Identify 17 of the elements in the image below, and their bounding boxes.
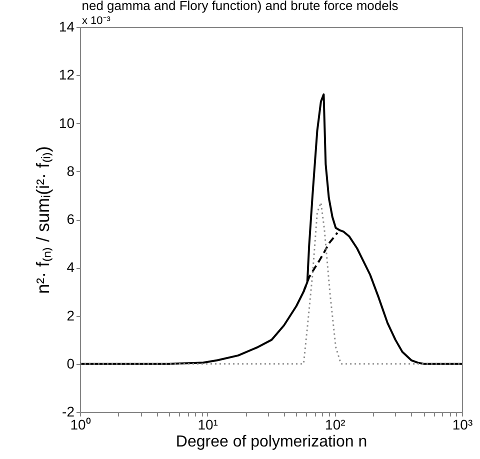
- x-axis-title: Degree of polymerization n: [176, 434, 368, 450]
- y-tick-label: 6: [66, 211, 75, 227]
- y-tick-label: 2: [66, 307, 75, 324]
- y-tick-label: -2: [62, 404, 75, 420]
- y-tick-label: 4: [66, 259, 75, 276]
- y-tick-label: 14: [58, 18, 75, 34]
- y-tick-label: 0: [66, 355, 75, 372]
- y-tick-label: 8: [66, 162, 75, 179]
- x-tick-label: 10³: [452, 416, 473, 432]
- y-tick-label: 12: [58, 66, 75, 83]
- y-axis-title: n²· f₍ₙ₎ / sumᵢ(i²· f₍ᵢ₎): [32, 146, 53, 294]
- chart-title: ned gamma and Flory function) and brute force models: [82, 0, 399, 13]
- y-tick-label: 10: [58, 114, 75, 131]
- x-tick-label: 10¹: [198, 416, 218, 432]
- x-tick-label: 10⁰: [70, 416, 91, 432]
- text: x 10⁻³: [82, 15, 111, 27]
- x-tick-label: 10²: [325, 416, 346, 432]
